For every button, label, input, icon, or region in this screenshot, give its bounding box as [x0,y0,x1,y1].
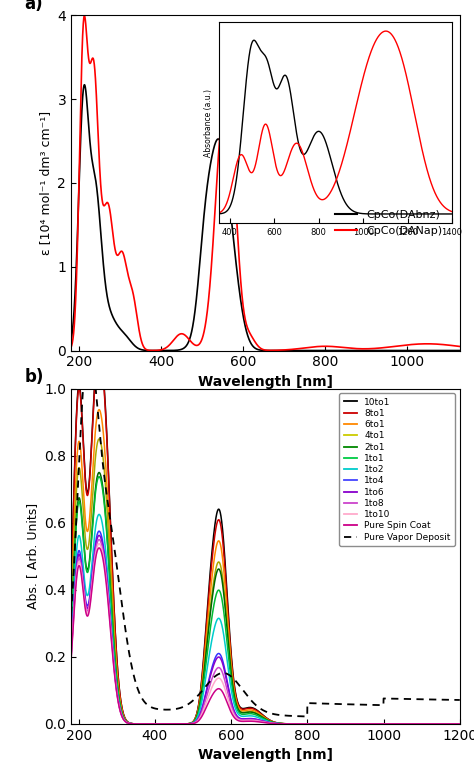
Y-axis label: Abs. [ Arb. Units]: Abs. [ Arb. Units] [26,503,39,610]
Y-axis label: ε [10⁴ mol⁻¹ dm³ cm⁻¹]: ε [10⁴ mol⁻¹ dm³ cm⁻¹] [39,110,52,255]
Legend: 10to1, 8to1, 6to1, 4to1, 2to1, 1to1, 1to2, 1to4, 1to6, 1to8, 1to10, Pure Spin Co: 10to1, 8to1, 6to1, 4to1, 2to1, 1to1, 1to… [339,393,455,546]
Text: a): a) [25,0,43,12]
Text: b): b) [25,368,44,386]
X-axis label: Wavelength [nm]: Wavelength [nm] [198,375,333,389]
X-axis label: Wavelength [nm]: Wavelength [nm] [198,748,333,762]
Legend: CpCo(DAbnz), CpCo(DANap): CpCo(DAbnz), CpCo(DANap) [330,206,447,240]
